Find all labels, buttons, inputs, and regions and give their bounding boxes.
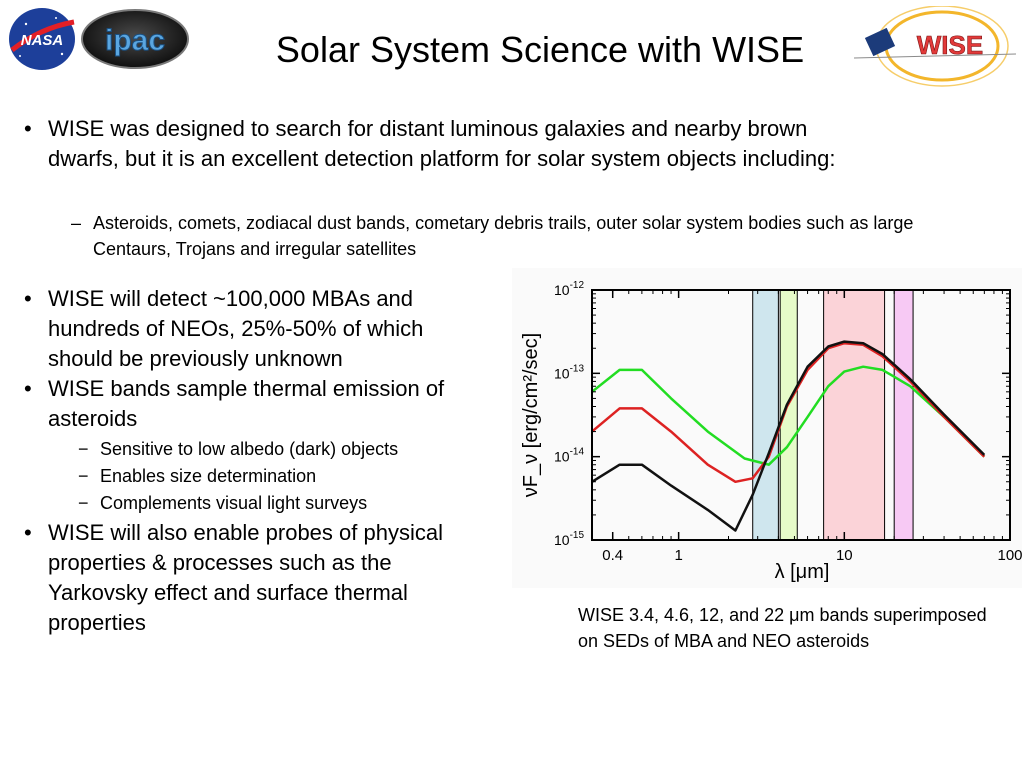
nasa-logo: NASA: [9, 8, 75, 70]
bullet-item: • WISE was designed to search for distan…: [24, 114, 868, 174]
wise-band-4: [893, 289, 914, 541]
sub-bullet-text: Asteroids, comets, zodiacal dust bands, …: [93, 213, 914, 259]
sub-bullet-text: Sensitive to low albedo (dark) objects: [100, 439, 399, 459]
sed-chart: 0.4 1 10 100 10-12 10-13 10-14 10-15 νF_ν [erg/…: [512, 268, 1022, 588]
dash-icon: −: [78, 466, 89, 486]
y-tick-label: 10-13: [554, 363, 584, 381]
wise-logo-text: WISE: [917, 30, 983, 60]
x-tick-label: 100: [997, 547, 1022, 564]
sed-series-line-3: [591, 340, 986, 532]
dash-icon: –: [71, 213, 82, 233]
x-tick-label: 0.4: [602, 547, 623, 564]
wise-band-1: [752, 289, 779, 541]
sub-bullet-text: Complements visual light surveys: [100, 493, 368, 513]
y-tick-label: 10-12: [554, 280, 584, 298]
bullet-dot-icon: •: [24, 376, 32, 401]
bullet-text: WISE was designed to search for distant …: [48, 116, 836, 171]
bullet-text: WISE will also enable probes of physical…: [48, 520, 443, 635]
bullet-dot-icon: •: [24, 520, 32, 545]
page-title: Solar System Science with WISE: [275, 29, 805, 70]
plot-frame: [591, 289, 1011, 541]
x-axis-label: λ [μm]: [775, 561, 830, 583]
dash-icon: −: [78, 439, 89, 459]
nasa-logo-text: NASA: [21, 32, 64, 49]
y-tick-label: 10-15: [554, 530, 584, 548]
ipac-logo-text: ipac: [105, 24, 165, 57]
y-axis-label: νF_ν [erg/cm²/sec]: [520, 333, 542, 497]
bullet-dot-icon: •: [24, 286, 32, 311]
wise-band-3: [823, 289, 886, 541]
x-tick-label: 1: [674, 547, 682, 564]
dash-icon: −: [78, 493, 89, 513]
sub-bullet-text: Enables size determination: [100, 466, 317, 486]
sub-bullet-item: – Asteroids, comets, zodiacal dust bands…: [71, 210, 933, 262]
bullet-text: WISE will detect ~100,000 MBAs and hundr…: [48, 286, 424, 371]
bullet-dot-icon: •: [24, 116, 32, 141]
y-tick-label: 10-14: [554, 447, 584, 465]
ipac-logo: ipac: [81, 9, 189, 69]
bullet-item: • WISE bands sample thermal emission of …: [24, 374, 488, 434]
sed-series-line-1: [591, 365, 986, 466]
bullet-item: • WISE will detect ~100,000 MBAs and hun…: [24, 284, 488, 374]
bullet-text: WISE bands sample thermal emission of as…: [48, 376, 445, 431]
wise-logo: WISE: [853, 6, 1017, 87]
sub-bullet-item: − Complements visual light surveys: [78, 490, 500, 516]
x-tick-label: 10: [836, 547, 853, 564]
bullet-item: • WISE will also enable probes of physic…: [24, 518, 488, 638]
sub-bullet-item: − Enables size determination: [78, 463, 500, 489]
sub-bullet-item: − Sensitive to low albedo (dark) objects: [78, 436, 500, 462]
chart-caption: WISE 3.4, 4.6, 12, and 22 μm bands super…: [578, 605, 987, 651]
